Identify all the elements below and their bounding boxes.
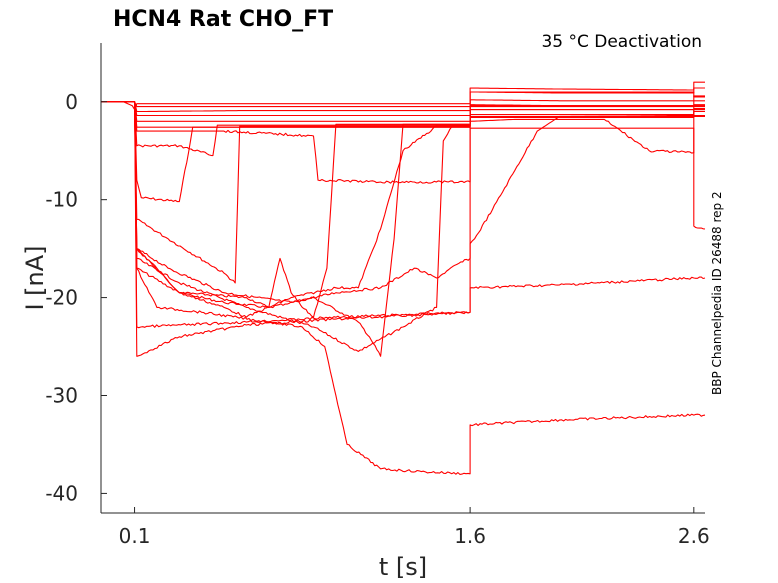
trace-13	[101, 101, 705, 304]
x-tick-label: 2.6	[678, 524, 710, 548]
trace-7	[101, 101, 705, 203]
trace-10	[101, 101, 705, 284]
trace-14	[101, 101, 705, 318]
y-tick-label: -30	[45, 384, 78, 408]
trace-15	[101, 101, 706, 475]
y-ticks-group: 0 -10 -20 -30 -40	[45, 90, 107, 505]
trace-16	[101, 101, 706, 357]
x-axis-label: t [s]	[379, 553, 427, 581]
chart-title: HCN4 Rat CHO_FT	[113, 7, 333, 32]
y-axis-label: I [nA]	[21, 245, 49, 310]
y-tick-label: -20	[45, 286, 78, 310]
trace-11	[101, 101, 705, 357]
trace-1	[101, 81, 705, 111]
y-tick-label: 0	[65, 90, 78, 114]
trace-18	[101, 101, 705, 184]
x-tick-label: 1.6	[454, 524, 486, 548]
trace-2	[101, 87, 705, 108]
x-ticks-group: 0.1 1.6 2.6	[119, 507, 710, 548]
y-tick-label: -40	[45, 481, 78, 505]
x-tick-label: 0.1	[119, 524, 151, 548]
y-tick-label: -10	[45, 188, 78, 212]
chart-subtitle: 35 °C Deactivation	[541, 32, 702, 52]
trace-4	[101, 100, 705, 117]
side-label: BBP Channelpedia ID 26488 rep 2	[710, 191, 724, 395]
traces-group	[101, 81, 706, 475]
trace-12	[101, 101, 705, 352]
trace-3	[101, 95, 705, 113]
trace-17	[101, 101, 706, 329]
